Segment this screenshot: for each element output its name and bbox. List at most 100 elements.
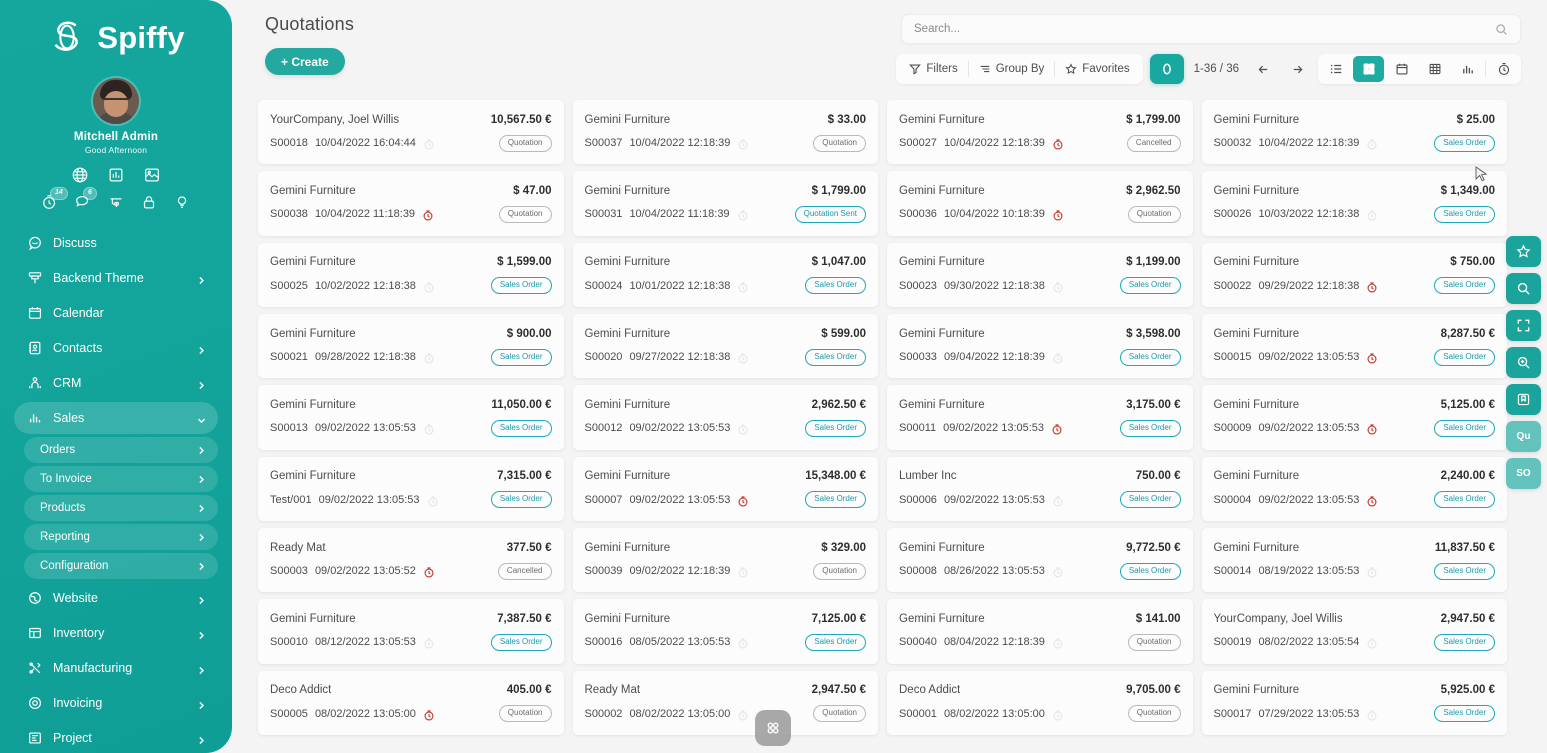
kanban-card[interactable]: Gemini Furniture 3,175.00 € S00011 09/02/20… bbox=[887, 385, 1193, 450]
kanban-card[interactable]: YourCompany, Joel Willis 10,567.50 € S0001… bbox=[258, 100, 564, 165]
globe-icon[interactable] bbox=[71, 166, 89, 184]
brand[interactable]: Spiffy bbox=[0, 0, 232, 64]
activity-clock-icon[interactable] bbox=[427, 494, 439, 507]
activity-clock-icon[interactable] bbox=[423, 636, 435, 649]
search-icon[interactable] bbox=[1495, 23, 1508, 36]
activity-clock-icon[interactable] bbox=[423, 351, 435, 364]
kanban-card[interactable]: Gemini Furniture $ 1,599.00 S00025 10/02/20… bbox=[258, 242, 564, 307]
sidebar-item-calendar[interactable]: Calendar bbox=[14, 297, 218, 329]
kanban-card[interactable]: Gemini Furniture 9,772.50 € S00008 08/26/20… bbox=[887, 527, 1193, 593]
sidebar-item-project[interactable]: Project bbox=[14, 722, 218, 753]
activity-clock-icon[interactable] bbox=[737, 636, 749, 649]
sidebar-item-backend-theme[interactable]: Backend Theme bbox=[14, 262, 218, 294]
activity-clock-icon[interactable] bbox=[1052, 494, 1064, 507]
sidebar-item-reporting[interactable]: Reporting bbox=[24, 524, 218, 550]
chat-icon[interactable]: 6 bbox=[74, 187, 97, 211]
kanban-card[interactable]: YourCompany, Joel Willis 2,947.50 € S00019… bbox=[1201, 599, 1507, 664]
sidebar-item-orders[interactable]: Orders bbox=[24, 437, 218, 463]
activity-clock-icon[interactable] bbox=[737, 565, 749, 578]
kanban-card[interactable]: Gemini Furniture $ 750.00 S00022 09/29/2022… bbox=[1201, 242, 1507, 307]
activity-clock-icon[interactable] bbox=[1052, 137, 1064, 150]
activity-clock-icon[interactable] bbox=[737, 351, 749, 364]
activity-clock-icon[interactable] bbox=[1366, 565, 1378, 578]
activity-clock-icon[interactable] bbox=[737, 708, 749, 721]
graph-view-icon[interactable] bbox=[1452, 56, 1483, 82]
lock-icon[interactable] bbox=[140, 193, 158, 211]
kanban-card[interactable]: Gemini Furniture $ 1,799.00 S00027 10/04/20… bbox=[887, 100, 1193, 165]
search-icon[interactable] bbox=[1506, 273, 1541, 304]
activity-clock-icon[interactable] bbox=[737, 208, 749, 222]
activity-clock-icon[interactable] bbox=[422, 208, 434, 222]
kanban-card[interactable]: Gemini Furniture $ 329.00 S00039 09/02/2022… bbox=[572, 527, 878, 593]
kanban-card[interactable]: Gemini Furniture $ 33.00 S00037 10/04/2022 … bbox=[572, 100, 878, 165]
bookmark-icon[interactable] bbox=[1506, 384, 1541, 415]
activity-clock-icon[interactable] bbox=[1366, 636, 1378, 649]
kanban-card[interactable]: Ready Mat 2,947.50 € S00002 08/02/2022 13:0… bbox=[572, 670, 878, 735]
filters-button[interactable]: Filters bbox=[899, 56, 967, 82]
kanban-card[interactable]: Gemini Furniture 7,387.50 € S00010 08/12/20… bbox=[258, 599, 564, 664]
kanban-card[interactable]: Lumber Inc 750.00 € S00006 09/02/2022 13:05… bbox=[887, 456, 1193, 521]
sidebar-item-to-invoice[interactable]: To Invoice bbox=[24, 466, 218, 492]
kanban-card[interactable]: Gemini Furniture 11,837.50 € S00014 08/19/2… bbox=[1201, 527, 1507, 593]
activity-clock-icon[interactable] bbox=[1366, 137, 1378, 150]
activity-clock-icon[interactable] bbox=[423, 137, 435, 150]
pivot-view-icon[interactable] bbox=[1419, 56, 1450, 82]
calendar-view-icon[interactable] bbox=[1386, 56, 1417, 82]
activity-clock-icon[interactable] bbox=[423, 708, 435, 721]
activity-clock-icon[interactable] bbox=[1366, 208, 1378, 222]
kanban-card[interactable]: Gemini Furniture 7,125.00 € S00016 08/05/20… bbox=[572, 599, 878, 664]
activity-clock-icon[interactable] bbox=[1366, 422, 1378, 435]
kanban-card[interactable]: Gemini Furniture $ 900.00 S00021 09/28/2022… bbox=[258, 313, 564, 379]
activity-clock-icon[interactable] bbox=[423, 565, 435, 578]
activity-clock-icon[interactable] bbox=[737, 422, 749, 435]
activity-clock-icon[interactable] bbox=[1366, 708, 1378, 721]
sidebar-item-sales[interactable]: Sales bbox=[14, 402, 218, 434]
prev-page-button[interactable] bbox=[1249, 55, 1277, 83]
sidebar-item-crm[interactable]: CRM bbox=[14, 367, 218, 399]
kanban-card[interactable]: Gemini Furniture 5,125.00 € S00009 09/02/20… bbox=[1201, 385, 1507, 450]
kanban-card[interactable]: Gemini Furniture 2,962.50 € S00012 09/02/20… bbox=[572, 385, 878, 450]
sidebar-item-contacts[interactable]: Contacts bbox=[14, 332, 218, 364]
sidebar-item-invoicing[interactable]: Invoicing bbox=[14, 687, 218, 719]
rail-button-qu[interactable]: Qu bbox=[1506, 421, 1541, 452]
create-button[interactable]: + Create bbox=[265, 48, 345, 75]
rail-button-so[interactable]: SO bbox=[1506, 458, 1541, 489]
kanban-card[interactable]: Gemini Furniture $ 2,962.50 S00036 10/04/20… bbox=[887, 171, 1193, 236]
kanban-card[interactable]: Gemini Furniture $ 47.00 S00038 10/04/2022 … bbox=[258, 171, 564, 236]
activity-clock-icon[interactable] bbox=[1052, 565, 1064, 578]
kanban-card[interactable]: Gemini Furniture $ 1,199.00 S00023 09/30/20… bbox=[887, 242, 1193, 307]
zoom-in-icon[interactable] bbox=[1506, 347, 1541, 378]
broadcast-icon[interactable] bbox=[107, 193, 125, 211]
kanban-card[interactable]: Gemini Furniture 2,240.00 € S00004 09/02/20… bbox=[1201, 456, 1507, 521]
group-by-button[interactable]: Group By bbox=[969, 56, 1055, 82]
activity-clock-icon[interactable]: 14 bbox=[41, 187, 68, 211]
search-bar[interactable] bbox=[901, 14, 1521, 44]
kanban-card[interactable]: Gemini Furniture 5,925.00 € S00017 07/29/20… bbox=[1201, 670, 1507, 735]
activity-clock-icon[interactable] bbox=[1366, 494, 1378, 507]
activity-clock-icon[interactable] bbox=[1051, 422, 1063, 435]
star-icon[interactable] bbox=[1506, 236, 1541, 267]
kanban-card[interactable]: Gemini Furniture 7,315.00 € Test/001 09/02/… bbox=[258, 456, 564, 521]
sidebar-item-website[interactable]: Website bbox=[14, 582, 218, 614]
kanban-card[interactable]: Deco Addict 9,705.00 € S00001 08/02/2022 13… bbox=[887, 670, 1193, 735]
sidebar-item-products[interactable]: Products bbox=[24, 495, 218, 521]
activity-clock-icon[interactable] bbox=[423, 280, 435, 293]
activity-clock-icon[interactable] bbox=[1366, 351, 1378, 364]
kanban-card[interactable]: Gemini Furniture $ 1,799.00 S00031 10/04/20… bbox=[572, 171, 878, 236]
record-toggle-button[interactable] bbox=[1149, 54, 1184, 84]
list-view-icon[interactable] bbox=[1320, 56, 1351, 82]
favorites-button[interactable]: Favorites bbox=[1055, 56, 1139, 82]
kanban-card[interactable]: Gemini Furniture $ 1,349.00 S00026 10/03/20… bbox=[1201, 171, 1507, 236]
avatar[interactable] bbox=[93, 78, 139, 124]
apps-grid-icon[interactable] bbox=[755, 710, 791, 746]
activity-clock-icon[interactable] bbox=[1052, 351, 1064, 364]
kanban-card[interactable]: Gemini Furniture $ 25.00 S00032 10/04/2022 … bbox=[1201, 100, 1507, 165]
search-input[interactable] bbox=[914, 23, 1495, 35]
activity-clock-icon[interactable] bbox=[737, 280, 749, 293]
kanban-card[interactable]: Gemini Furniture $ 599.00 S00020 09/27/2022… bbox=[572, 313, 878, 379]
kanban-card[interactable]: Gemini Furniture $ 1,047.00 S00024 10/01/20… bbox=[572, 242, 878, 307]
sidebar-item-discuss[interactable]: Discuss bbox=[14, 227, 218, 259]
kanban-card[interactable]: Gemini Furniture 11,050.00 € S00013 09/02/2… bbox=[258, 385, 564, 450]
kanban-card[interactable]: Gemini Furniture $ 141.00 S00040 08/04/2022… bbox=[887, 599, 1193, 664]
sidebar-item-manufacturing[interactable]: Manufacturing bbox=[14, 652, 218, 684]
